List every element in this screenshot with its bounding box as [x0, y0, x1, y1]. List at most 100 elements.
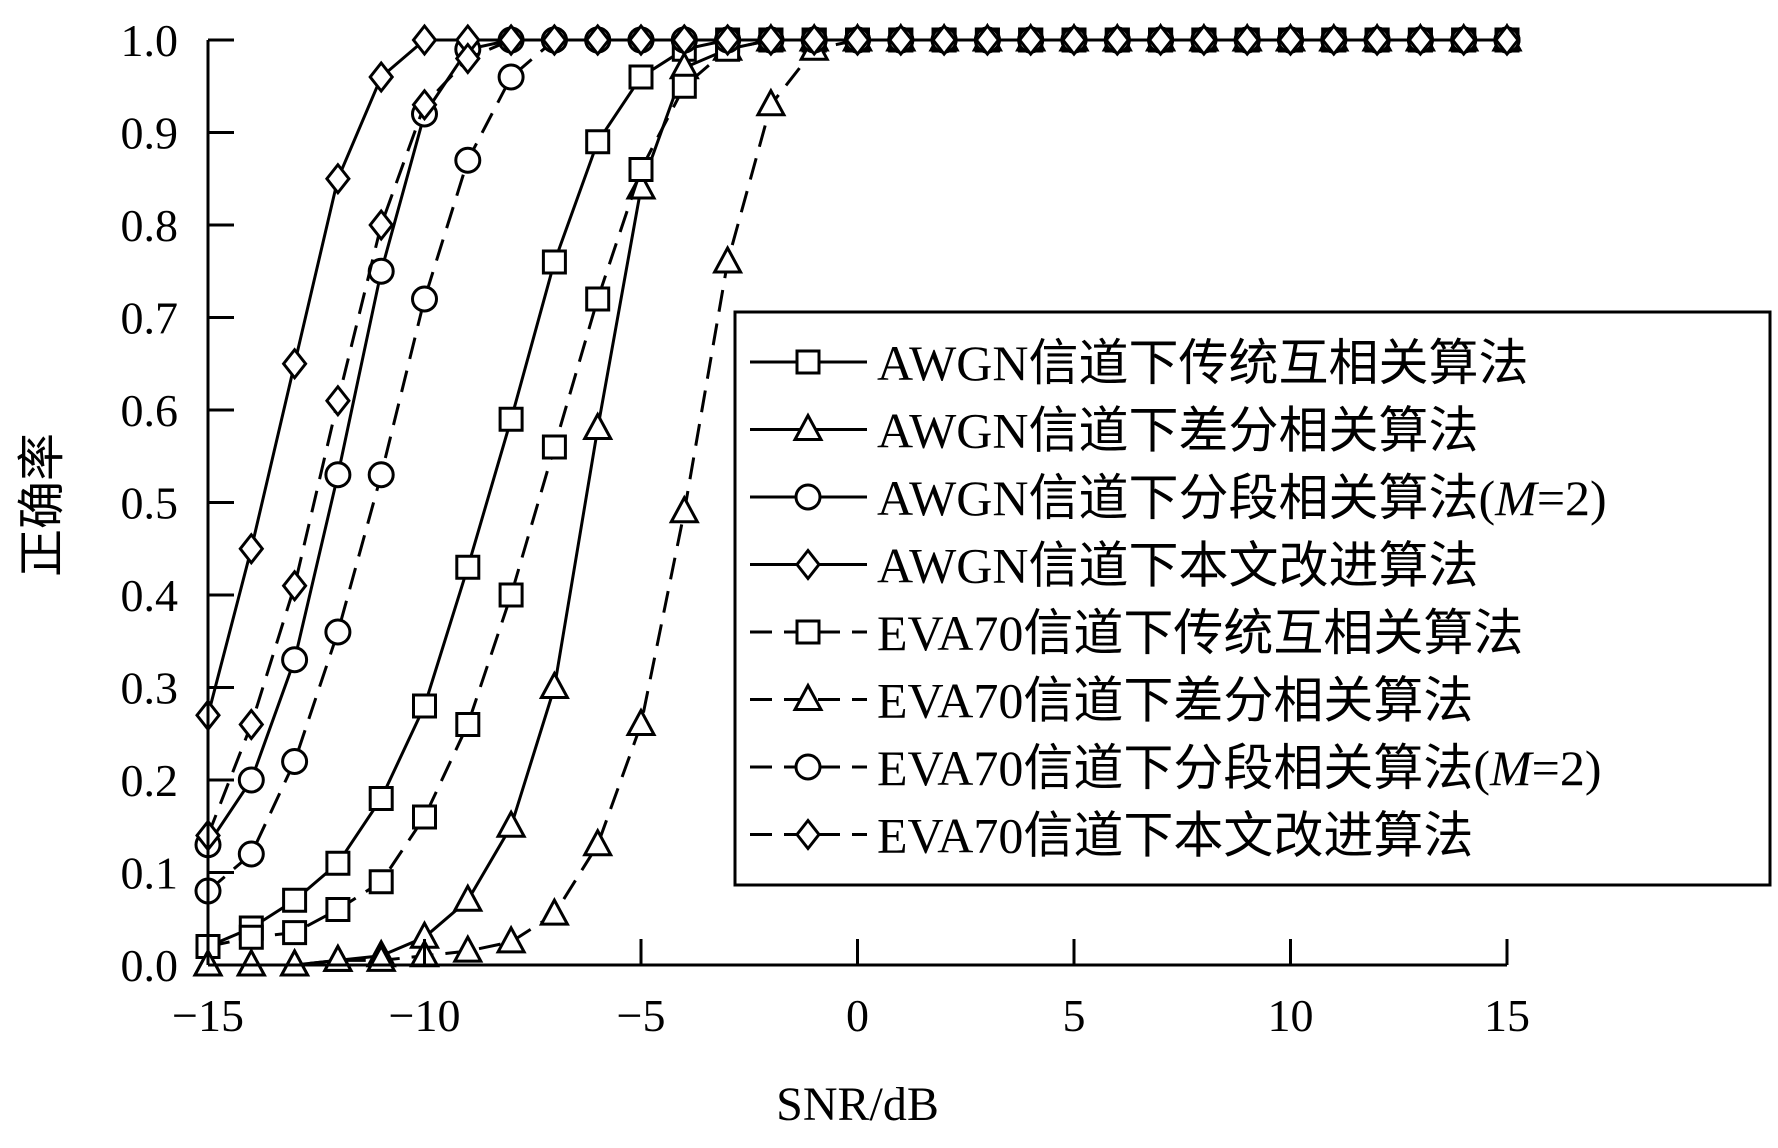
data-point-s8-23: [1190, 23, 1217, 57]
y-tick-label: 0.1: [121, 848, 179, 899]
data-point-s8-8: [541, 23, 568, 57]
x-tick-label: −10: [389, 990, 461, 1041]
data-point-s4-3: [324, 162, 351, 196]
data-point-s8-22: [1147, 23, 1174, 57]
data-point-s2-9: [582, 411, 614, 440]
y-tick-label: 0.0: [121, 940, 179, 991]
data-point-s5-8: [541, 434, 567, 460]
legend-marker: [795, 818, 821, 851]
data-point-s3-2: [281, 646, 309, 674]
data-point-s5-4: [368, 869, 394, 895]
x-tick-label: −15: [172, 990, 244, 1041]
legend-marker: [794, 753, 822, 781]
data-point-s7-7: [497, 63, 525, 91]
data-point-s8-13: [757, 23, 784, 57]
data-point-s4-1: [238, 532, 265, 566]
legend-label: EVA70信道下本文改进算法: [877, 808, 1473, 864]
y-tick-label: 0.4: [121, 570, 179, 621]
data-point-s8-27: [1364, 23, 1391, 57]
data-point-s8-15: [844, 23, 871, 57]
legend-item-2: AWGN信道下差分相关算法: [750, 403, 1479, 459]
legend-marker: [795, 619, 821, 645]
legend-item-4: AWGN信道下本文改进算法: [750, 538, 1479, 594]
data-point-s4-2: [281, 347, 308, 381]
legend-marker: [792, 412, 824, 441]
data-point-s8-21: [1104, 23, 1131, 57]
data-point-s8-2: [281, 569, 308, 603]
data-point-s1-3: [325, 850, 351, 876]
data-point-s5-9: [585, 286, 611, 312]
legend-label: AWGN信道下本文改进算法: [877, 538, 1479, 594]
y-tick-label: 0.7: [121, 293, 179, 344]
data-point-s5-2: [282, 920, 308, 946]
data-point-s1-8: [541, 249, 567, 275]
legend-label: EVA70信道下传统互相关算法: [877, 605, 1523, 661]
data-point-s1-5: [412, 693, 437, 719]
data-point-s8-17: [931, 23, 958, 57]
data-point-s5-5: [412, 804, 437, 830]
data-point-s5-10: [628, 157, 654, 182]
series-layer: [192, 22, 1523, 977]
data-point-s7-2: [281, 748, 309, 775]
data-point-s6-11: [668, 494, 700, 524]
legend-item-1: AWGN信道下传统互相关算法: [750, 335, 1529, 391]
legend-marker: [794, 483, 822, 511]
data-point-s7-3: [324, 618, 352, 646]
legend-item-8: EVA70信道下本文改进算法: [750, 808, 1473, 864]
y-tick-label: 0.3: [121, 663, 179, 714]
data-point-s8-4: [368, 208, 395, 242]
data-point-s6-8: [538, 896, 570, 926]
data-point-s7-5: [411, 285, 438, 313]
legend-label: EVA70信道下差分相关算法: [877, 673, 1473, 729]
data-point-s6-1: [235, 947, 267, 977]
legend-item-5: EVA70信道下传统互相关算法: [750, 605, 1523, 661]
data-point-s8-1: [238, 708, 265, 741]
data-point-s8-18: [974, 23, 1001, 57]
legend-item-7: EVA70信道下分段相关算法(M=2): [750, 740, 1601, 796]
data-point-s8-28: [1407, 23, 1434, 57]
data-point-s3-3: [324, 461, 352, 489]
legend-box: [733, 310, 1772, 887]
x-tick-label: 15: [1484, 990, 1530, 1041]
y-tick-label: 0.2: [121, 755, 179, 806]
data-point-s6-2: [279, 947, 311, 977]
x-tick-label: 5: [1063, 990, 1086, 1041]
data-point-s5-6: [455, 712, 481, 737]
data-point-s3-1: [237, 766, 265, 794]
data-point-s8-6: [454, 42, 481, 75]
data-point-s6-6: [452, 933, 484, 963]
series-8: [195, 23, 1520, 852]
y-tick-label: 1.0: [121, 15, 179, 66]
data-point-s8-11: [671, 23, 698, 57]
data-point-s6-9: [582, 827, 614, 857]
data-point-s1-4: [368, 786, 394, 811]
data-point-s8-14: [801, 23, 828, 57]
legend-marker: [795, 548, 821, 581]
data-point-s8-3: [324, 384, 351, 418]
legend-label: AWGN信道下传统互相关算法: [877, 335, 1529, 391]
data-point-s8-12: [714, 23, 741, 57]
data-point-s8-19: [1017, 23, 1044, 57]
legend-marker: [792, 682, 824, 711]
data-point-s8-10: [628, 23, 654, 57]
data-point-s8-20: [1061, 23, 1087, 57]
data-point-s8-5: [411, 88, 438, 122]
data-point-s5-1: [238, 924, 264, 950]
legend-label: EVA70信道下分段相关算法(M=2): [877, 740, 1601, 796]
data-point-s8-9: [584, 23, 611, 57]
x-axis-title: SNR/dB: [776, 1078, 939, 1131]
legend-item-6: EVA70信道下差分相关算法: [750, 673, 1473, 729]
data-point-s7-6: [454, 146, 482, 174]
legend: AWGN信道下传统互相关算法 AWGN信道下差分相关算法 AWGN信道下分段相关算法…: [733, 310, 1772, 887]
y-axis-title: 正确率: [16, 433, 69, 577]
data-point-s2-6: [452, 883, 484, 912]
data-point-s8-24: [1234, 23, 1261, 57]
data-point-s1-10: [628, 64, 654, 90]
data-point-s8-25: [1277, 23, 1304, 57]
data-point-s4-4: [368, 60, 395, 94]
legend-marker: [795, 349, 821, 375]
data-point-s1-9: [585, 129, 611, 155]
y-tick-label: 0.6: [121, 385, 179, 436]
